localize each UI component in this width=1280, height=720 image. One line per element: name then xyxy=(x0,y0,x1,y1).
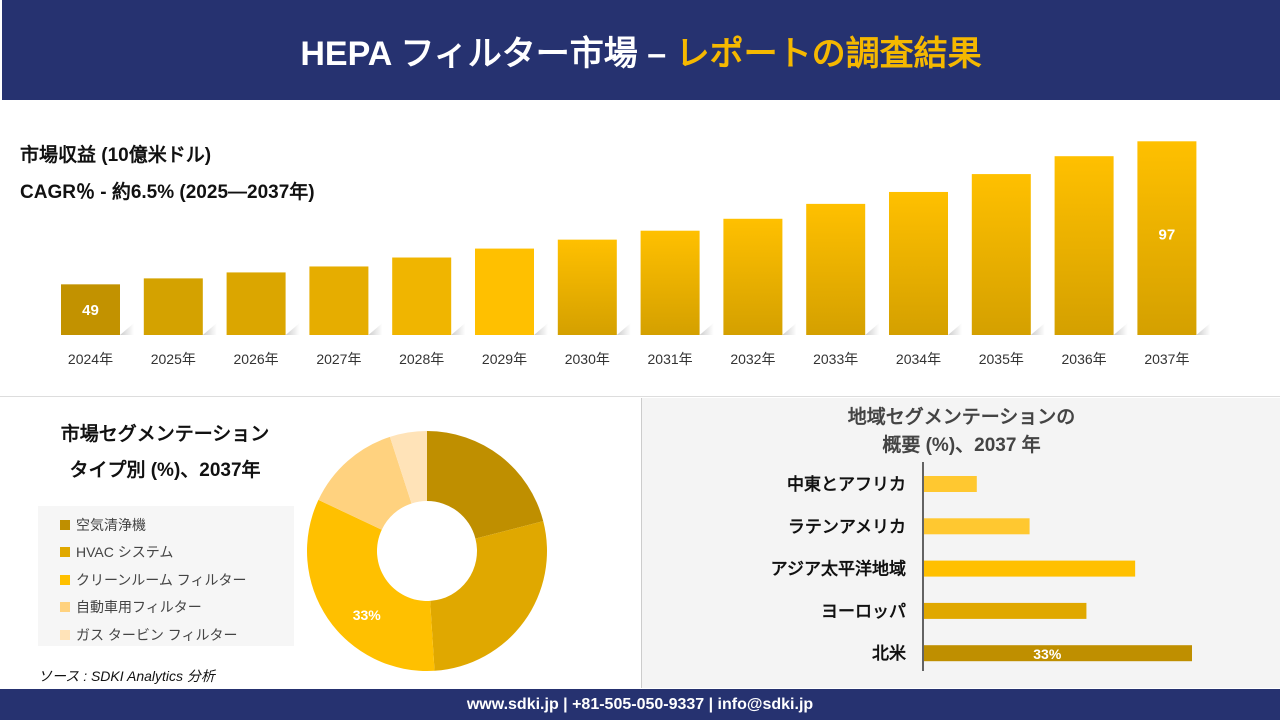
region-bar-0 xyxy=(924,476,977,492)
divider xyxy=(0,396,1280,397)
bar-shadow xyxy=(451,323,466,335)
bar-shadow xyxy=(1196,323,1211,335)
region-label: 中東とアフリカ xyxy=(787,474,906,494)
bar-shadow xyxy=(120,323,134,335)
donut-slice-3 xyxy=(318,436,412,530)
legend-swatch xyxy=(60,519,70,530)
legend-label: クリーンルーム フィルター xyxy=(76,571,247,588)
type-segmentation-panel: 市場セグメンテーション タイプ別 (%)、2037年 空気清浄機 HVAC システ… xyxy=(0,398,640,688)
bar-2024年 xyxy=(61,284,120,335)
region-label: アジア太平洋地域 xyxy=(771,559,906,579)
x-tick-label: 2036年 xyxy=(1062,351,1107,367)
bar-shadow xyxy=(1030,323,1045,335)
region-label: ヨーロッパ xyxy=(821,602,906,621)
legend-item: HVAC システム xyxy=(60,539,294,567)
x-tick-label: 2027年 xyxy=(316,351,361,367)
region-title-line1: 地域セグメンテーションの xyxy=(847,407,1076,428)
cagr-subtitle: CAGR％ - 約6.5% (2025—2037年) xyxy=(20,182,315,203)
footer-contact: www.sdki.jp | +81-505-050-9337 | info@sd… xyxy=(0,689,1280,720)
type-title-line1: 市場セグメンテーション xyxy=(60,424,270,445)
legend-item: 空気清浄機 xyxy=(60,511,294,539)
donut-slice-0 xyxy=(427,431,544,539)
legend-item: 自動車用フィルター xyxy=(60,594,294,622)
bar-2027年 xyxy=(309,266,369,335)
page-header: HEPA フィルター市場 – レポートの調査結果 xyxy=(2,0,1280,100)
bar-shadow xyxy=(368,323,383,335)
type-donut-chart: 33% xyxy=(307,431,547,671)
bar-2034年 xyxy=(889,191,948,335)
bar-shadow xyxy=(699,323,714,335)
region-bar-3 xyxy=(924,602,1087,619)
x-tick-label: 2029年 xyxy=(482,351,527,367)
title-main: HEPA フィルター市場 – xyxy=(300,34,667,73)
bar-shadow xyxy=(534,323,548,335)
bar-shadow xyxy=(202,323,217,335)
bar-data-label: 97 xyxy=(1159,226,1176,243)
bar-shadow xyxy=(616,323,631,335)
region-title: 地域セグメンテーションの 概要 (%)、2037 年 xyxy=(642,404,1280,460)
bar-2036年 xyxy=(1054,156,1114,335)
type-title-line2: タイプ別 (%)、2037年 xyxy=(69,460,261,481)
legend-swatch xyxy=(60,629,70,640)
bar-shadow xyxy=(1113,323,1128,335)
x-tick-label: 2037年 xyxy=(1144,351,1189,367)
bar-2026年 xyxy=(226,272,286,335)
bar-2035年 xyxy=(971,174,1031,335)
bar-2030年 xyxy=(557,239,617,335)
source-note: ソース : SDKI Analytics 分析 xyxy=(38,668,215,684)
region-label: 北米 xyxy=(872,643,907,663)
type-legend: 空気清浄機 HVAC システムクリーンルーム フィルター 自動車用フィルターガス タ… xyxy=(38,506,294,646)
slice-data-label: 33% xyxy=(353,607,382,623)
region-bar-4 xyxy=(924,645,1192,662)
bar-shadow xyxy=(865,323,880,335)
region-segmentation-panel: 地域セグメンテーションの 概要 (%)、2037 年 中東とアフリカ ラテンアメリ… xyxy=(641,398,1280,688)
bar-2037年 xyxy=(1137,141,1197,335)
x-tick-label: 2033年 xyxy=(813,351,858,367)
x-tick-label: 2035年 xyxy=(979,351,1024,367)
region-bar-2 xyxy=(924,560,1136,577)
region-label: ラテンアメリカ xyxy=(788,517,906,536)
x-tick-label: 2032年 xyxy=(730,351,775,367)
title-accent: レポートの調査結果 xyxy=(675,34,982,73)
legend-item: クリーンルーム フィルター xyxy=(60,566,294,594)
bar-2025年 xyxy=(143,278,203,335)
region-bar-1 xyxy=(924,518,1030,535)
bar-2028年 xyxy=(392,257,452,335)
legend-item: ガス タービン フィルター xyxy=(60,621,294,649)
legend-label: HVAC システム xyxy=(76,544,174,561)
x-tick-label: 2025年 xyxy=(151,351,196,367)
bar-shadow xyxy=(948,323,962,335)
x-tick-label: 2031年 xyxy=(648,351,693,367)
x-tick-label: 2030年 xyxy=(565,351,610,367)
legend-swatch xyxy=(60,574,70,585)
donut-slice-2 xyxy=(307,499,435,671)
x-tick-label: 2024年 xyxy=(68,351,113,367)
bar-2033年 xyxy=(806,203,866,335)
donut-slice-1 xyxy=(430,521,547,671)
legend-swatch xyxy=(60,602,70,613)
bar-2031年 xyxy=(640,230,700,335)
bar-shadow xyxy=(782,323,797,335)
x-tick-label: 2026年 xyxy=(234,351,279,367)
x-tick-label: 2034年 xyxy=(896,351,941,367)
bar-2032年 xyxy=(723,218,783,335)
bar-data-label: 49 xyxy=(82,302,99,319)
legend-label: 自動車用フィルター xyxy=(76,599,202,616)
x-tick-label: 2028年 xyxy=(399,351,444,367)
bar-2029年 xyxy=(475,248,534,335)
revenue-bar-chart: 2024年 49 2025年 2026年 2027年 2028年 2029年 2030年 203… xyxy=(61,141,1211,367)
revenue-title: 市場収益 (10億米ドル) xyxy=(20,145,212,166)
legend-label: 空気清浄機 xyxy=(76,516,146,533)
legend-swatch xyxy=(60,547,70,558)
donut-slice-4 xyxy=(389,431,427,504)
bar-shadow xyxy=(285,323,300,335)
legend-label: ガス タービン フィルター xyxy=(76,626,238,643)
region-data-label: 33% xyxy=(1033,646,1062,662)
region-title-line2: 概要 (%)、2037 年 xyxy=(882,435,1041,456)
